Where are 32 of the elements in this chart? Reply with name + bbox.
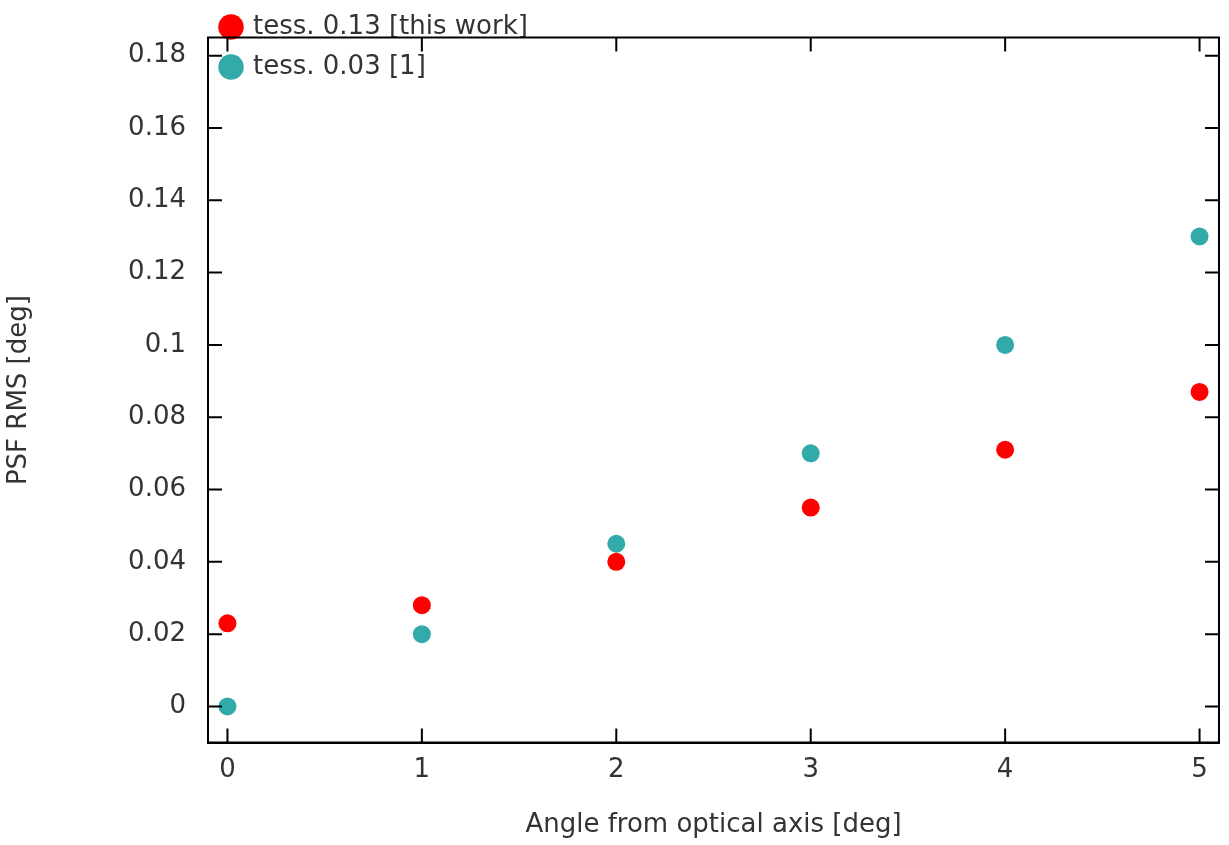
x-tick-label: 0 [219, 752, 236, 783]
point [218, 614, 237, 633]
point [412, 625, 431, 644]
point [801, 498, 820, 517]
y-axis-title: PSF RMS [deg] [2, 295, 33, 486]
x-tick-label: 5 [1191, 752, 1208, 783]
x-tick-label: 4 [996, 752, 1014, 783]
y-tick-label: 0.06 [128, 472, 186, 503]
point [801, 444, 820, 463]
point [996, 440, 1015, 459]
y-tick-label: 0.08 [128, 399, 186, 430]
point [607, 552, 626, 571]
legend-label: tess. 0.03 [1] [253, 49, 426, 80]
y-tick-label: 0.16 [128, 110, 186, 141]
point [412, 596, 431, 615]
point [1190, 382, 1209, 401]
point [218, 697, 237, 716]
y-tick-label: 0.04 [128, 544, 186, 575]
y-tick-label: 0 [169, 689, 186, 720]
point [996, 335, 1015, 354]
x-tick-label: 3 [802, 752, 819, 783]
point [1190, 227, 1209, 246]
y-tick-label: 0.18 [128, 38, 186, 69]
y-tick-label: 0.1 [144, 327, 186, 358]
legend-label: tess. 0.13 [this work] [253, 9, 528, 40]
y-tick-label: 0.12 [128, 255, 186, 286]
x-tick-label: 1 [413, 752, 431, 783]
y-tick-label: 0.14 [128, 183, 186, 214]
point [607, 534, 626, 553]
x-tick-label: 2 [608, 752, 625, 783]
y-tick-label: 0.02 [128, 616, 186, 647]
x-axis-title: Angle from optical axis [deg] [525, 808, 902, 839]
